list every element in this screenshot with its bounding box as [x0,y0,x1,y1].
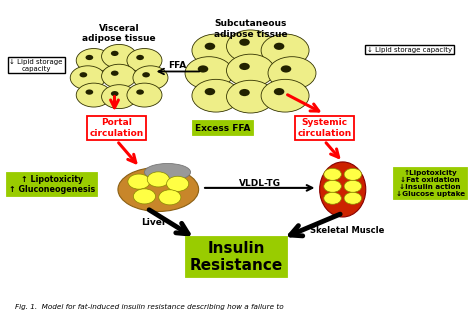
Circle shape [344,168,362,180]
Text: ↓ Lipid storage capacity: ↓ Lipid storage capacity [367,46,452,52]
Circle shape [281,65,292,73]
Circle shape [133,66,168,90]
Circle shape [70,66,105,90]
Circle shape [127,83,162,107]
Text: Visceral
adipose tissue: Visceral adipose tissue [82,24,156,43]
Circle shape [136,55,144,60]
Text: Subcutaneous
adipose tissue: Subcutaneous adipose tissue [214,19,287,39]
Circle shape [239,63,250,70]
Circle shape [268,57,316,89]
Circle shape [192,79,240,112]
Circle shape [205,88,215,95]
Text: Fig. 1.  Model for fat-induced insulin resistance describing how a failure to: Fig. 1. Model for fat-induced insulin re… [15,304,284,311]
Circle shape [111,51,118,56]
Text: Skeletal Muscle: Skeletal Muscle [310,226,384,235]
Circle shape [239,89,250,96]
Circle shape [166,176,189,191]
Text: Excess FFA: Excess FFA [195,124,251,133]
Circle shape [76,83,111,107]
Circle shape [192,34,240,67]
Circle shape [101,85,137,109]
Text: VLDL-TG: VLDL-TG [239,179,281,188]
Circle shape [111,91,118,96]
Text: ↑ Lipotoxicity
↑ Gluconeogenesis: ↑ Lipotoxicity ↑ Gluconeogenesis [9,175,95,194]
Circle shape [239,39,250,46]
Circle shape [101,45,137,68]
Text: ↑Lipotoxicity
↓Fat oxidation
↓Insulin action
↓Glucose uptake: ↑Lipotoxicity ↓Fat oxidation ↓Insulin ac… [396,170,465,197]
Circle shape [76,49,111,72]
Circle shape [324,168,341,180]
Circle shape [227,80,274,113]
Circle shape [142,72,150,77]
Circle shape [261,34,309,67]
Circle shape [127,49,162,72]
Circle shape [198,65,208,73]
Circle shape [324,192,341,204]
Circle shape [274,88,284,95]
Ellipse shape [118,167,199,211]
Circle shape [227,30,274,63]
Text: Systemic
circulation: Systemic circulation [297,118,351,138]
Circle shape [128,174,150,189]
Circle shape [344,192,362,204]
Circle shape [111,70,118,76]
Circle shape [324,180,341,192]
Circle shape [227,54,274,87]
Text: Portal
circulation: Portal circulation [90,118,144,138]
Text: Liver: Liver [141,218,166,227]
Circle shape [159,190,181,205]
Circle shape [274,43,284,50]
Ellipse shape [319,162,366,217]
Circle shape [344,180,362,192]
Circle shape [80,72,87,77]
Circle shape [147,172,169,187]
Text: ↓ Lipid storage
capacity: ↓ Lipid storage capacity [9,59,63,72]
Circle shape [101,64,137,88]
Ellipse shape [145,163,191,181]
Text: Insulin
Resistance: Insulin Resistance [190,241,283,273]
Circle shape [185,57,233,89]
Text: FFA: FFA [169,61,187,70]
Circle shape [261,79,309,112]
Circle shape [205,43,215,50]
Circle shape [136,89,144,95]
Circle shape [85,55,93,60]
Circle shape [85,89,93,95]
Circle shape [133,189,155,204]
